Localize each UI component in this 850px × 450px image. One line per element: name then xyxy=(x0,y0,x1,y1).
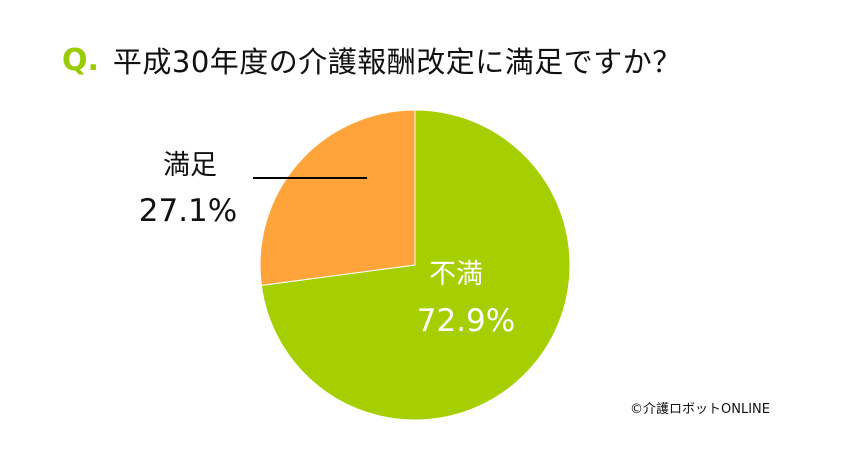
chart-title: Q. 平成30年度の介護報酬改定に満足ですか？ xyxy=(62,38,682,82)
slice-value-dissatisfied: 72.9% xyxy=(417,303,515,339)
slice-value-satisfied: 27.1% xyxy=(139,193,237,229)
pie-slices xyxy=(259,109,571,421)
slice-label-satisfied: 満足 xyxy=(163,150,217,181)
pie-slice-satisfied xyxy=(259,109,416,286)
question-text: 平成30年度の介護報酬改定に満足ですか？ xyxy=(112,45,682,79)
pie-slice-dissatisfied xyxy=(260,109,571,421)
source-credit: ©介護ロボットONLINE xyxy=(630,402,770,417)
slice-label-dissatisfied: 不満 xyxy=(429,259,483,290)
question-marker: Q. xyxy=(62,42,99,78)
